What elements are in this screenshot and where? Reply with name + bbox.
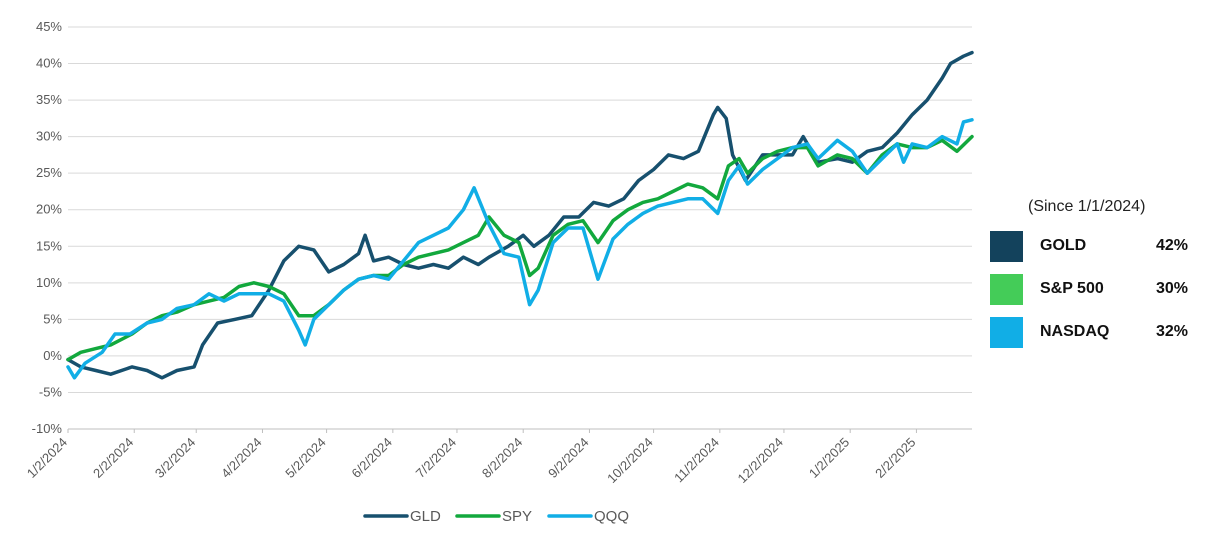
x-tick-label: 6/2/2024 [349, 435, 395, 481]
performance-row-sp500: S&P 500 30% [990, 273, 1212, 305]
legend-label-qqq: QQQ [594, 508, 629, 525]
chart-legend: GLD SPY QQQ [363, 508, 629, 525]
performance-row-gold: GOLD 42% [990, 230, 1212, 262]
x-tick-label: 10/2/2024 [604, 435, 656, 487]
x-tick-label: 8/2/2024 [479, 435, 525, 481]
y-tick-label: -5% [39, 384, 63, 399]
x-tick-label: 2/2/2025 [872, 435, 918, 481]
nasdaq-swatch [990, 316, 1023, 348]
series-line-gld [66, 50, 974, 380]
performance-value: 30% [1156, 280, 1189, 297]
series-line-qqq [66, 118, 974, 380]
x-tick-label: 1/2/2024 [24, 435, 70, 481]
gold-swatch [990, 230, 1023, 262]
y-tick-label: 35% [36, 92, 62, 107]
sp500-swatch [990, 273, 1023, 305]
series-line-spy [66, 134, 974, 362]
legend-label-gld: GLD [410, 508, 441, 525]
series-lines [66, 50, 974, 380]
x-tick-label: 12/2/2024 [735, 435, 787, 487]
legend-label-spy: SPY [502, 508, 532, 525]
performance-label: S&P 500 [1040, 280, 1104, 297]
x-tick-label: 3/2/2024 [152, 435, 198, 481]
x-tick-label: 5/2/2024 [282, 435, 328, 481]
y-tick-label: 5% [43, 311, 62, 326]
y-tick-label: 15% [36, 238, 62, 253]
y-tick-label: 20% [36, 202, 62, 217]
x-tick-label: 2/2/2024 [90, 435, 136, 481]
x-axis-ticks: 1/2/2024 2/2/2024 3/2/2024 4/2/2024 5/2/2024… [24, 429, 919, 486]
performance-label: GOLD [1040, 237, 1087, 254]
x-tick-label: 7/2/2024 [413, 435, 459, 481]
performance-row-nasdaq: NASDAQ 32% [990, 316, 1212, 348]
line-chart: -10% -5% 0% 5% 10% 15% 20% 25% 30% 35% 40% 45% 1/2/… [24, 19, 974, 525]
y-tick-label: 40% [36, 56, 62, 71]
y-tick-label: 25% [36, 165, 62, 180]
performance-label: NASDAQ [1040, 323, 1110, 340]
performance-value: 32% [1156, 323, 1189, 340]
performance-period-label: (Since 1/1/2024) [1028, 198, 1146, 215]
x-tick-label: 9/2/2024 [545, 435, 591, 481]
gridlines [68, 26, 972, 430]
y-tick-label: 30% [36, 129, 62, 144]
x-tick-label: 11/2/2024 [671, 435, 722, 486]
x-tick-label: 4/2/2024 [218, 435, 264, 481]
y-tick-label: -10% [32, 421, 63, 436]
y-tick-label: 0% [43, 348, 62, 363]
x-tick-label: 1/2/2025 [806, 435, 852, 481]
y-tick-label: 45% [36, 19, 62, 34]
performance-value: 42% [1156, 237, 1189, 254]
performance-panel: (Since 1/1/2024) GOLD 42% S&P 500 30% NA… [990, 198, 1212, 359]
y-tick-label: 10% [36, 275, 62, 290]
y-axis-ticks: -10% -5% 0% 5% 10% 15% 20% 25% 30% 35% 40% 45% [32, 19, 63, 436]
